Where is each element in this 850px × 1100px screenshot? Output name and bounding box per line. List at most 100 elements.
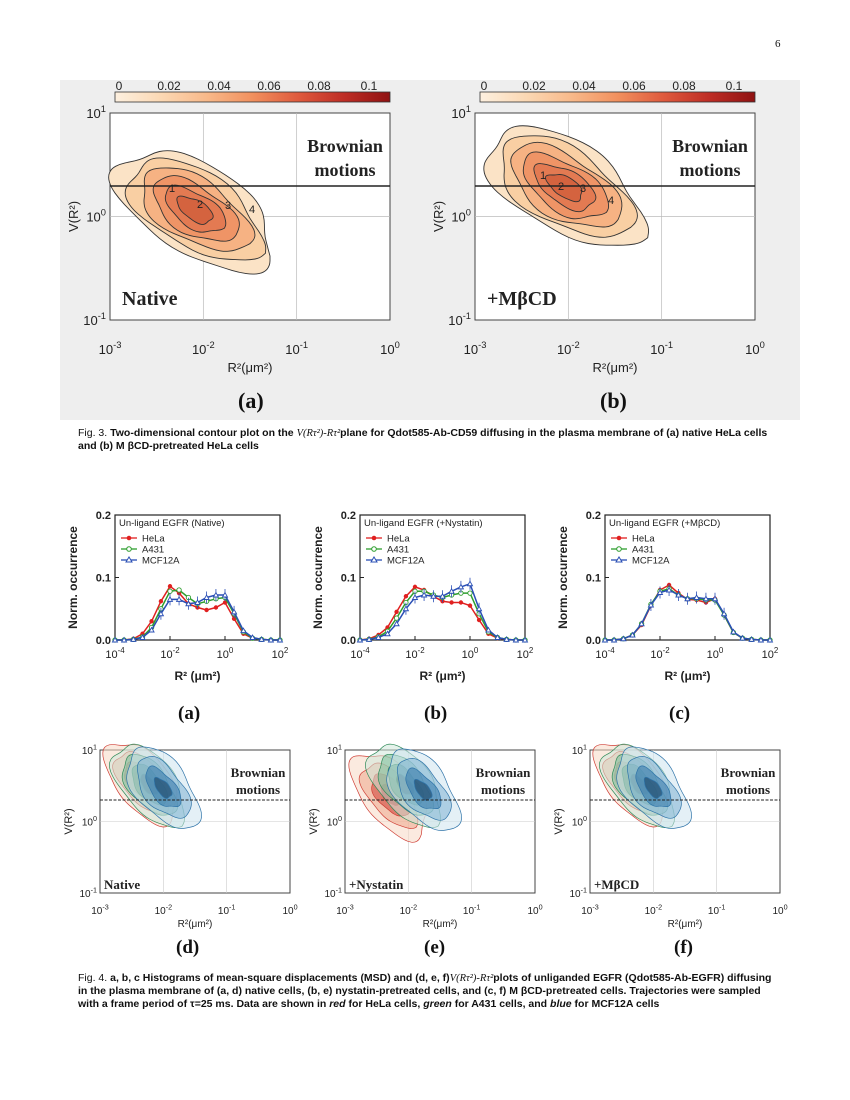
x-tick-label: 100 [772,903,787,918]
x-tick-label: 10-3 [91,903,109,918]
peak-label: 3 [580,183,586,195]
fig4-letter-c: (c) [669,703,691,724]
condition-label: +MβCD [487,288,557,310]
data-point-mcf12a [647,601,655,608]
colorbar-tick-label: 0.1 [361,79,378,93]
legend-marker [370,556,378,563]
fig4-caption-green: green [423,998,452,1010]
y-axis-label: Norm. occurrence [556,526,570,629]
data-point-mcf12a [393,620,400,627]
data-point-mcf12a [166,595,174,602]
legend-marker [125,556,133,563]
condition-label: +Nystatin [349,877,404,892]
peak-label: 1 [540,170,546,182]
data-point-mcf12a [485,626,492,633]
colorbar-tick-label: 0.04 [572,79,596,93]
fig4-contour-f: Brownian motions +MβCD 10-3 10-2 10-1 100 101 10… [553,743,788,931]
data-point-mcf12a [601,636,609,643]
motions-label: motions [679,160,740,180]
legend-label: HeLa [387,534,410,545]
x-axis-label: R² (μm²) [175,669,221,683]
data-point-a431 [167,588,173,594]
y-tick-label: 101 [86,104,106,121]
x-axis-label: R²(μm²) [178,919,213,930]
y-axis-label: Norm. occurrence [311,526,325,629]
x-tick-label: 100 [527,903,542,918]
x-tick-label: 10-2 [557,340,580,357]
label-backdrop [591,876,651,892]
fig3-caption-bold-2: plane for Qdot585-Ab-CD59 diffusing in t… [78,427,768,452]
y-tick-label: 0.0 [96,635,111,647]
histogram-title: Un-ligand EGFR (+MβCD) [609,518,720,529]
colorbar-tick-label: 0 [116,79,123,93]
x-tick-label: 10-1 [285,340,308,357]
data-point-mcf12a [402,605,410,612]
x-tick-label: 10-2 [400,903,418,918]
legend-label: HeLa [632,534,655,545]
peak-label: 1 [169,183,175,195]
data-point-mcf12a [629,631,636,638]
data-point-hela [403,594,409,599]
fig3-letter-a: (a) [238,388,264,413]
legend-marker [371,546,377,552]
fig4-caption-text-4: for A431 cells, and [454,998,548,1010]
fig4-caption-text-2: plots of unliganded EGFR (Qdot585-Ab-EGF… [78,972,772,1010]
data-point-a431 [176,587,182,593]
data-point-mcf12a [130,635,137,642]
x-tick-label: 10-3 [99,340,122,357]
data-point-mcf12a [512,636,520,643]
histogram-title: Un-ligand EGFR (+Nystatin) [364,518,483,529]
x-tick-label: 10-3 [581,903,599,918]
fig3-caption-prefix: Fig. 3. [78,427,108,439]
fig4-contour-e: Brownian motions +Nystatin 10-3 10-2 10-1 100 1… [308,743,543,931]
peak-label: 4 [249,204,255,216]
y-tick-label: 100 [86,208,106,225]
colorbar-tick-label: 0.06 [622,79,646,93]
data-point-mcf12a [384,630,391,637]
plot-frame [114,514,281,641]
contour-blue [153,776,173,799]
colorbar-tick-label: 0.06 [257,79,281,93]
data-point-mcf12a [448,587,455,594]
x-tick-label: 100 [462,646,479,661]
data-point-mcf12a [521,636,529,643]
data-point-mcf12a [375,634,382,640]
x-tick-label: 102 [762,646,779,661]
x-tick-label: 10-1 [708,903,726,918]
fig3-caption-bold-1: Two-dimensional contour plot on the [110,427,294,439]
label-backdrop [473,764,533,798]
legend-label: MCF12A [387,556,425,567]
fig4-histogram-c: 0.0 0.1 0.2 10-4 10-2 100 102 R² (μm²) Norm. occ… [556,510,779,683]
fig4-caption-red: red [329,998,346,1010]
data-point-hela [167,584,173,589]
data-point-hela [449,600,454,605]
brownian-label: Brownian [231,765,286,780]
contour-level [176,195,214,225]
data-point-mcf12a [665,586,673,593]
data-point-mcf12a [267,636,275,643]
x-axis-label: R² (μm²) [420,669,466,683]
x-tick-label: 100 [217,646,234,661]
x-axis-label: R² (μm²) [665,669,711,683]
data-point-mcf12a [276,636,284,643]
legend-label: A431 [632,545,654,556]
legend-label: HeLa [142,534,165,545]
data-point-hela [204,607,209,613]
fig4-letter-a: (a) [178,703,201,724]
fig4-contour-d: Brownian motions Native 10-3 10-2 10-1 100 101 1… [63,743,298,931]
fig3-panel-a: 0 0.02 0.04 0.06 0.08 0.1 Brownian motions 1 2 3 4 N… [66,79,400,375]
peak-label: 2 [197,199,203,211]
data-point-mcf12a [730,628,737,635]
label-backdrop [101,876,161,892]
data-point-mcf12a [748,635,755,642]
x-tick-label: 100 [707,646,724,661]
data-point-hela [213,605,219,610]
data-point-mcf12a [356,636,364,643]
data-point-mcf12a [457,583,465,590]
y-tick-label: 101 [572,743,587,758]
y-tick-label: 0.2 [341,510,356,522]
y-tick-label: 10-1 [569,886,587,901]
colorbar-tick-label: 0.08 [672,79,696,93]
data-point-mcf12a [221,591,229,598]
data-point-mcf12a [475,605,483,612]
